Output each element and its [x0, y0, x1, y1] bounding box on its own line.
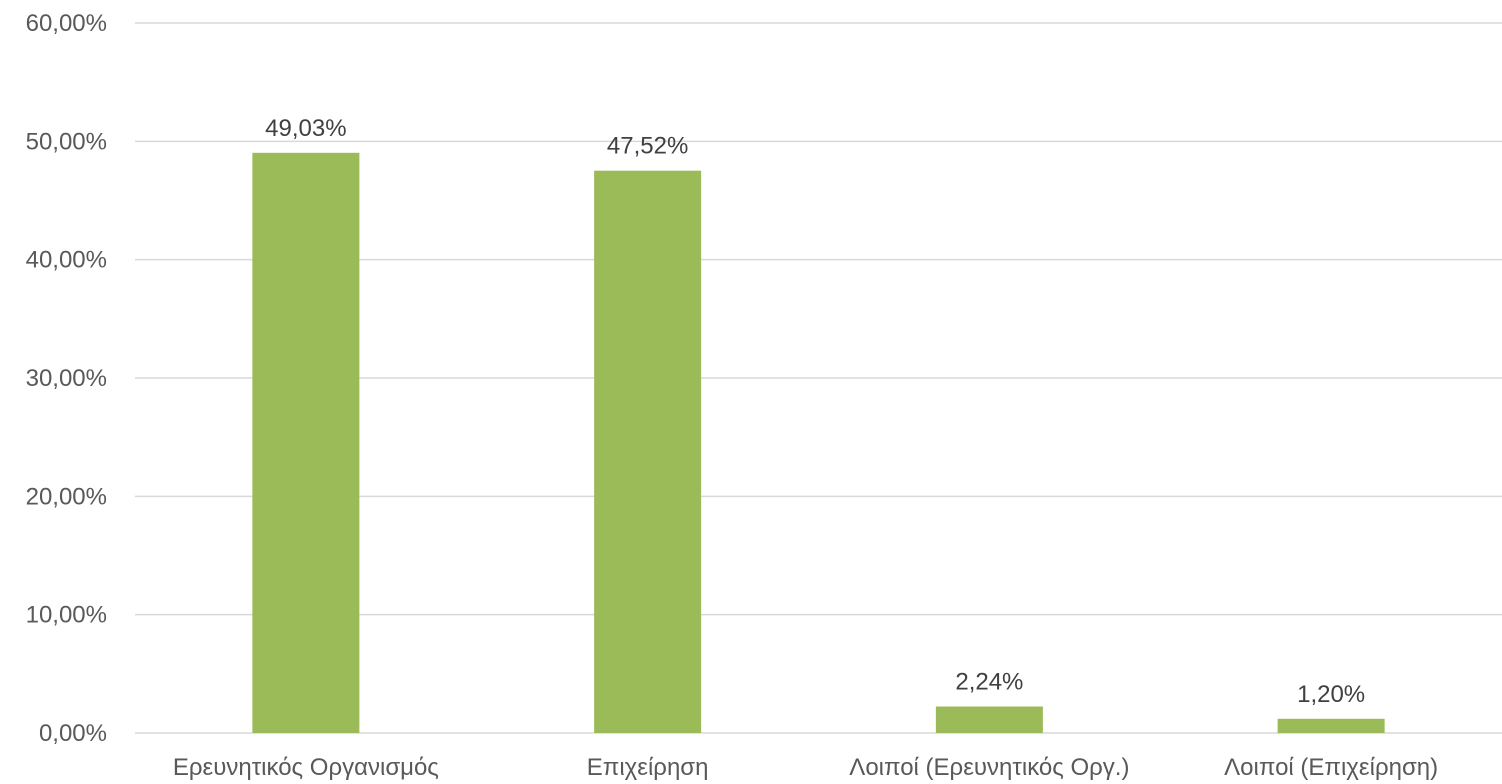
y-tick-label: 50,00%: [26, 128, 107, 155]
bar-data-label: 2,24%: [955, 668, 1023, 695]
y-tick-label: 10,00%: [26, 602, 107, 629]
bar: [252, 152, 360, 734]
bar: [935, 706, 1043, 733]
bar-data-label: 47,52%: [607, 133, 688, 160]
y-tick-label: 0,00%: [39, 720, 107, 747]
bar-data-label: 1,20%: [1297, 681, 1365, 708]
bar-data-label: 49,03%: [265, 115, 346, 142]
x-category-label: Ερευνητικός Οργανισμός: [173, 754, 439, 781]
y-tick-label: 20,00%: [26, 483, 107, 510]
y-tick-label: 40,00%: [26, 247, 107, 274]
y-axis-ticks: 0,00% 10,00% 20,00% 30,00% 40,00% 50,00% 60,00…: [26, 10, 107, 747]
gridlines: [135, 22, 1502, 734]
y-tick-label: 30,00%: [26, 365, 107, 392]
x-category-label: Λοιποί (Επιχείρηση): [1224, 754, 1438, 781]
bar: [1277, 718, 1385, 733]
x-category-label: Επιχείρηση: [587, 754, 709, 781]
bars: [252, 152, 1385, 734]
x-axis-categories: Ερευνητικός Οργανισμός Επιχείρηση Λοιποί (…: [173, 754, 1438, 781]
bar: [594, 170, 702, 733]
data-labels: 49,03% 47,52% 2,24% 1,20%: [265, 115, 1365, 708]
y-tick-label: 60,00%: [26, 10, 107, 37]
x-category-label: Λοιποί (Ερευνητικός Οργ.): [849, 754, 1129, 781]
